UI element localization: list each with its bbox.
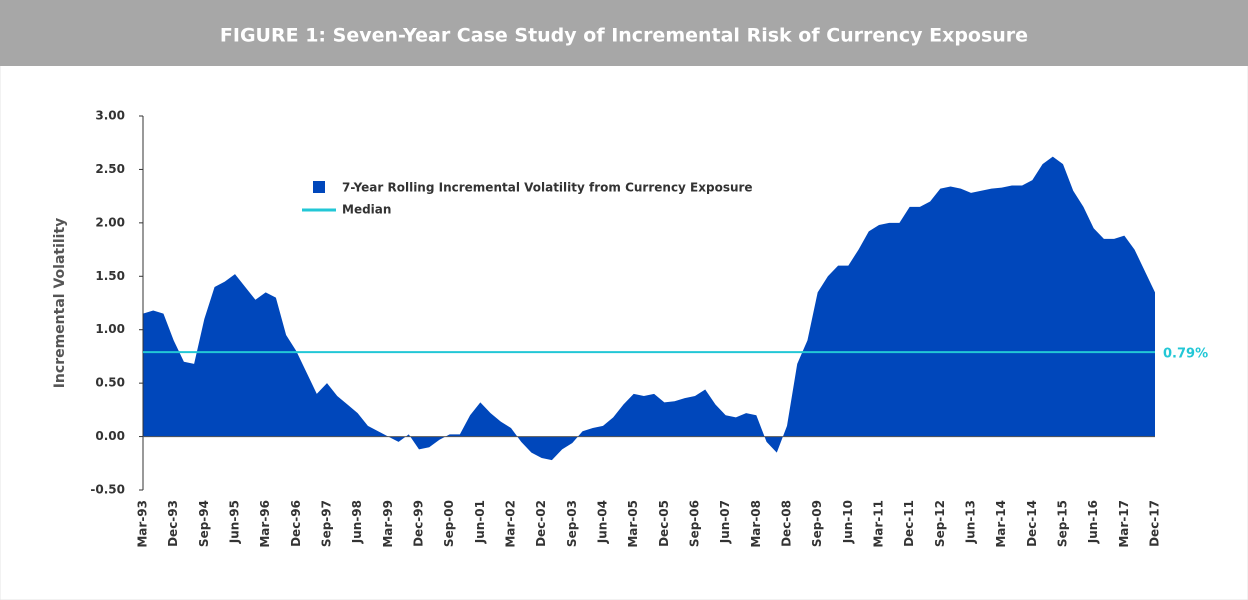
- x-tick-label: Jun-07: [718, 500, 732, 544]
- y-tick-label: 1.00: [95, 322, 125, 336]
- y-axis-label: Incremental Volatility: [52, 218, 68, 389]
- x-tick-label: Sep-94: [197, 500, 211, 547]
- y-tick-label: 2.00: [95, 215, 125, 229]
- x-tick-label: Sep-03: [565, 500, 579, 547]
- x-tick-label: Jun-13: [964, 500, 978, 544]
- x-tick-label: Mar-02: [504, 500, 518, 548]
- x-tick-label: Jun-04: [596, 500, 610, 544]
- chart-title: FIGURE 1: Seven-Year Case Study of Incre…: [220, 25, 1028, 47]
- x-tick-label: Dec-17: [1148, 500, 1162, 547]
- y-tick-label: 0.00: [95, 429, 125, 443]
- x-tick-label: Dec-11: [902, 500, 916, 547]
- x-tick-label: Dec-14: [1025, 500, 1039, 547]
- x-tick-label: Dec-08: [780, 500, 794, 547]
- y-tick-label: -0.50: [90, 483, 125, 497]
- x-tick-label: Dec-96: [289, 500, 303, 547]
- x-tick-label: Mar-17: [1117, 500, 1131, 548]
- x-tick-label: Jun-16: [1086, 500, 1100, 544]
- x-tick-label: Mar-93: [136, 500, 150, 548]
- x-tick-label: Dec-99: [412, 500, 426, 547]
- x-tick-label: Mar-08: [749, 500, 763, 548]
- x-tick-label: Dec-02: [534, 500, 548, 547]
- x-tick-label: Sep-97: [320, 500, 334, 547]
- legend-label: Median: [342, 203, 391, 217]
- y-tick-label: 1.50: [95, 269, 125, 283]
- x-tick-label: Sep-09: [810, 500, 824, 547]
- x-tick-label: Sep-06: [688, 500, 702, 547]
- x-tick-label: Sep-12: [933, 500, 947, 547]
- x-tick-label: Sep-00: [442, 500, 456, 547]
- x-tick-label: Dec-93: [166, 500, 180, 547]
- legend-swatch: [313, 181, 325, 193]
- header: [0, 0, 1248, 66]
- x-tick-label: Mar-11: [872, 500, 886, 548]
- x-tick-label: Jun-95: [228, 500, 242, 544]
- y-tick-label: 2.50: [95, 162, 125, 176]
- y-tick-label: 0.50: [95, 376, 125, 390]
- x-tick-label: Jun-98: [350, 500, 364, 544]
- x-tick-label: Mar-05: [626, 500, 640, 548]
- x-tick-label: Mar-99: [381, 500, 395, 548]
- x-tick-label: Dec-05: [657, 500, 671, 547]
- x-tick-label: Jun-10: [841, 500, 855, 544]
- legend-label: 7-Year Rolling Incremental Volatility fr…: [342, 181, 753, 195]
- x-tick-label: Sep-15: [1056, 500, 1070, 547]
- area: [143, 156, 1155, 461]
- y-tick-label: 3.00: [95, 109, 125, 123]
- x-tick-label: Mar-14: [994, 500, 1008, 548]
- x-tick-label: Mar-96: [258, 500, 272, 548]
- median-label: 0.79%: [1163, 347, 1208, 362]
- x-tick-label: Jun-01: [473, 500, 487, 544]
